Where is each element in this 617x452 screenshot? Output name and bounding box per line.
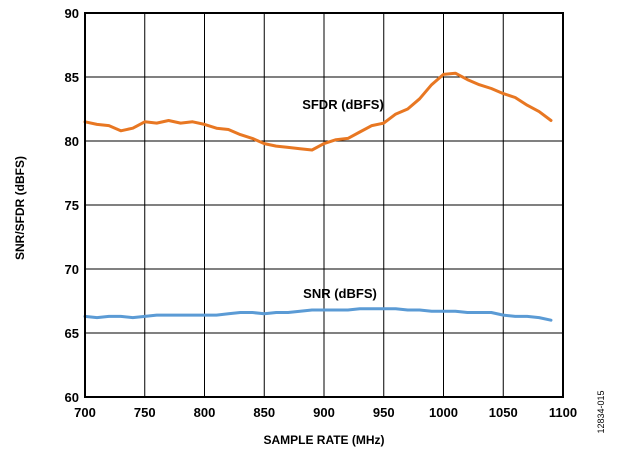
series-lines (83, 71, 553, 322)
x-tick-label: 850 (253, 405, 275, 420)
y-tick-label: 65 (65, 326, 79, 341)
tick-labels: 700 750 800 850 900 950 1000 1050 1100 60 65 70 75 80… (65, 6, 578, 420)
y-tick-label: 85 (65, 70, 79, 85)
y-tick-label: 60 (65, 390, 79, 405)
series-line-snr (83, 307, 553, 322)
x-axis-title: SAMPLE RATE (MHz) (263, 433, 384, 447)
x-tick-label: 700 (74, 405, 96, 420)
x-tick-label: 750 (134, 405, 156, 420)
y-tick-label: 80 (65, 134, 79, 149)
x-tick-label: 1000 (429, 405, 458, 420)
grid (84, 12, 564, 398)
x-tick-label: 900 (313, 405, 335, 420)
x-tick-label: 950 (373, 405, 395, 420)
y-tick-label: 70 (65, 262, 79, 277)
x-tick-label: 800 (194, 405, 216, 420)
x-tick-label: 1050 (489, 405, 518, 420)
y-axis-title: SNR/SFDR (dBFS) (13, 156, 27, 260)
plot-frame (84, 12, 564, 398)
series-line-sfdr (83, 71, 553, 152)
figure-id: 12834-015 (596, 390, 606, 433)
series-label-snr: SNR (dBFS) (303, 286, 377, 301)
series-label-sfdr: SFDR (dBFS) (302, 97, 384, 112)
y-tick-label: 75 (65, 198, 79, 213)
x-tick-label: 1100 (549, 405, 577, 420)
y-tick-label: 90 (65, 6, 79, 21)
